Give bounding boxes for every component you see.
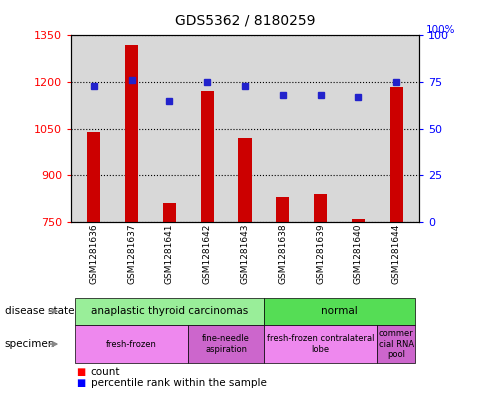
Text: ■: ■: [76, 378, 85, 387]
Text: fresh-frozen: fresh-frozen: [106, 340, 157, 349]
Bar: [200, 91, 214, 222]
Text: GDS5362 / 8180259: GDS5362 / 8180259: [175, 14, 315, 28]
Text: percentile rank within the sample: percentile rank within the sample: [91, 378, 267, 387]
Text: anaplastic thyroid carcinomas: anaplastic thyroid carcinomas: [91, 306, 248, 316]
Bar: [163, 203, 176, 222]
Text: count: count: [91, 367, 120, 377]
Bar: [390, 87, 403, 222]
Bar: [314, 194, 327, 222]
Text: fresh-frozen contralateral
lobe: fresh-frozen contralateral lobe: [267, 334, 374, 354]
Text: fine-needle
aspiration: fine-needle aspiration: [202, 334, 250, 354]
Text: normal: normal: [321, 306, 358, 316]
Bar: [276, 197, 290, 222]
Text: disease state: disease state: [5, 306, 74, 316]
Text: commer
cial RNA
pool: commer cial RNA pool: [379, 329, 414, 359]
Bar: [87, 132, 100, 222]
Text: ■: ■: [76, 367, 85, 377]
Text: 100%: 100%: [426, 26, 455, 35]
Bar: [238, 138, 252, 222]
Bar: [125, 45, 138, 222]
Text: specimen: specimen: [5, 339, 55, 349]
Bar: [352, 219, 365, 222]
